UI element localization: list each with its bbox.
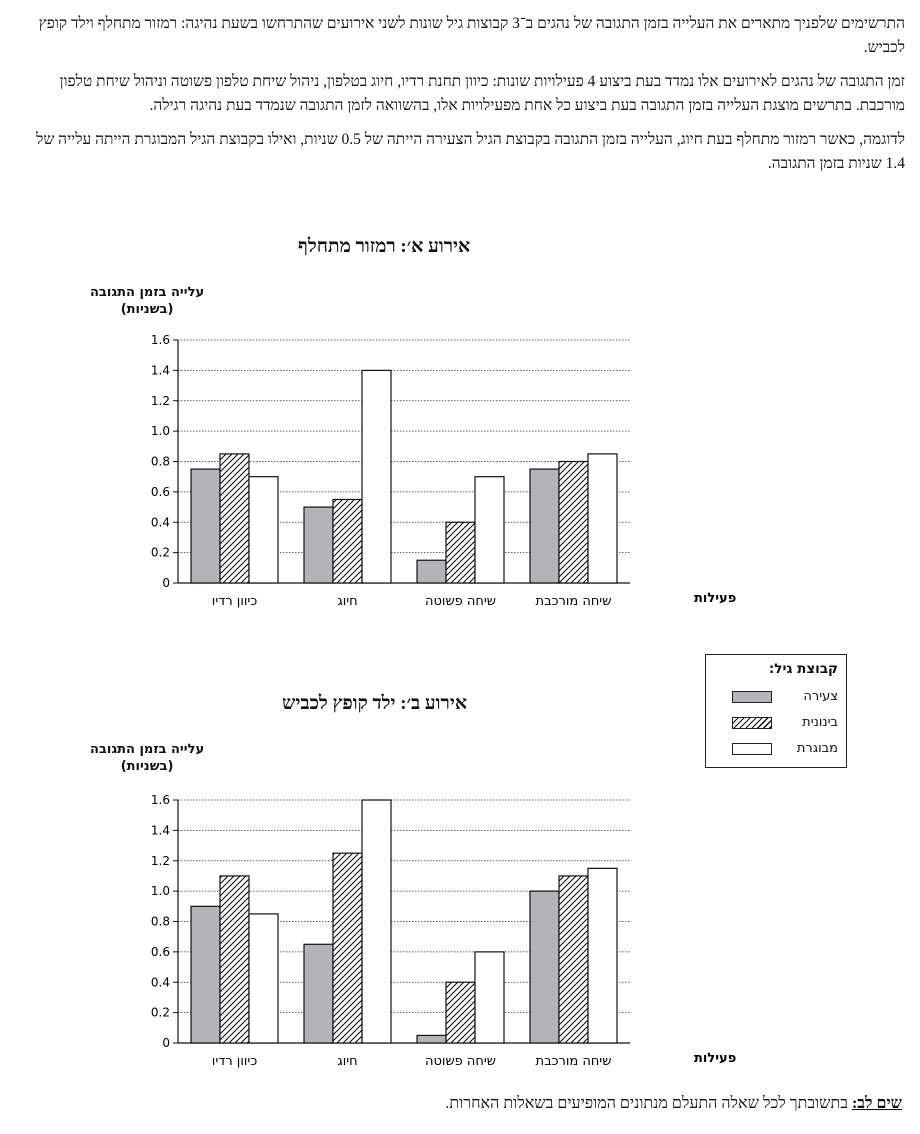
bar-middle (332, 852, 363, 1044)
y-tick-label: 0.4 (151, 975, 170, 989)
chart-a: 0 0.2 0.4 0.6 0.8 1.0 1.2 1.4 1.6 כיוון רדיו חיוג ש… (151, 333, 736, 609)
y-tick-label: 0 (162, 576, 170, 590)
bar-old (587, 453, 618, 584)
y-tick-label: 1.4 (151, 823, 170, 837)
x-tick-label: שיחה מורכבת (536, 1054, 612, 1069)
bar-young (416, 559, 447, 584)
bar-old (361, 799, 392, 1044)
bar-old (361, 369, 392, 584)
x-tick-label: שיחה פשוטה (425, 594, 496, 609)
note-label: שים לב: (851, 1095, 902, 1112)
bar-young (529, 468, 560, 584)
legend-swatch-middle (732, 717, 772, 729)
x-axis-label: פעילות (694, 591, 736, 606)
bar-middle (219, 453, 250, 584)
bar-old (474, 951, 505, 1044)
chart-b-title: אירוע ב׳: ילד קופץ לכביש (282, 693, 468, 714)
legend: קבוצת גיל: צעירה בינונית מבוגרת (705, 654, 847, 768)
x-tick-label: חיוג (337, 594, 357, 609)
bar-middle (445, 521, 476, 584)
x-tick-label: חיוג (337, 1054, 357, 1069)
legend-label-middle: בינונית (802, 715, 838, 730)
y-tick-label: 1.0 (151, 424, 170, 438)
intro-paragraph-3: לדוגמה, כאשר רמזור מתחלף בעת חיוג, העליי… (36, 131, 905, 172)
x-tick-label: כיוון רדיו (212, 1054, 258, 1069)
chart-b: 0 0.2 0.4 0.6 0.8 1.0 1.2 1.4 1.6 כיוון רדיו חיוג ש… (151, 793, 736, 1069)
y-tick-label: 0.2 (151, 1006, 170, 1020)
x-tick-label: שיחה מורכבת (536, 594, 612, 609)
bar-young (529, 890, 560, 1044)
bar-young (303, 506, 334, 584)
bar-middle (219, 875, 250, 1044)
y-tick-label: 1.2 (151, 854, 170, 868)
y-tick-label: 1.6 (151, 793, 170, 807)
y-tick-label: 1.2 (151, 394, 170, 408)
bar-middle (558, 875, 589, 1044)
y-tick-label: 0 (162, 1036, 170, 1050)
intro-text: התרשימים שלפניך מתארים את העלייה בזמן הת… (20, 12, 905, 186)
chart-b-ylabel-line2: (בשניות) (120, 759, 174, 774)
note-text: בתשובתך לכל שאלה התעלם מנתונים המופיעים … (445, 1095, 852, 1112)
chart-b-ylabel: עלייה בזמן התגובה (בשניות) (90, 741, 204, 775)
bar-old (587, 867, 618, 1044)
chart-a-ylabel-line2: (בשניות) (120, 302, 174, 317)
chart-a-ylabel-line1: עלייה בזמן התגובה (90, 285, 205, 300)
bar-middle (558, 460, 589, 584)
bar-old (474, 476, 505, 584)
x-axis-label: פעילות (694, 1051, 736, 1066)
bar-old (248, 913, 279, 1044)
bar-young (303, 943, 334, 1044)
x-tick-label: כיוון רדיו (212, 594, 258, 609)
y-tick-label: 1.6 (151, 333, 170, 347)
x-tick-label: שיחה פשוטה (425, 1054, 496, 1069)
bar-middle (332, 498, 363, 584)
y-tick-label: 0.8 (151, 915, 170, 929)
chart-b-ylabel-line1: עלייה בזמן התגובה (90, 742, 205, 757)
legend-title: קבוצת גיל: (768, 661, 838, 677)
legend-label-young: צעירה (803, 689, 838, 704)
y-tick-label: 1.4 (151, 363, 170, 377)
intro-paragraph-2: זמן התגובה של נהגים לאירועים אלו נמדד בע… (59, 73, 905, 114)
bar-young (190, 905, 221, 1044)
y-tick-label: 0.6 (151, 485, 170, 499)
y-tick-label: 0.6 (151, 945, 170, 959)
bar-young (416, 1034, 447, 1044)
intro-paragraph-1: התרשימים שלפניך מתארים את העלייה בזמן הת… (38, 15, 905, 56)
chart-a-title: אירוע א׳: רמזור מתחלף (298, 236, 471, 257)
legend-label-old: מבוגרת (796, 741, 838, 756)
y-tick-label: 0.2 (151, 546, 170, 560)
y-tick-label: 0.4 (151, 515, 170, 529)
chart-a-ylabel: עלייה בזמן התגובה (בשניות) (90, 284, 204, 318)
bar-young (190, 468, 221, 584)
legend-swatch-young (732, 691, 772, 703)
bar-old (248, 476, 279, 584)
note: שים לב: בתשובתך לכל שאלה התעלם מנתונים ה… (445, 1095, 902, 1113)
y-tick-label: 0.8 (151, 455, 170, 469)
bar-middle (445, 981, 476, 1044)
y-tick-label: 1.0 (151, 884, 170, 898)
legend-swatch-old (732, 743, 772, 755)
